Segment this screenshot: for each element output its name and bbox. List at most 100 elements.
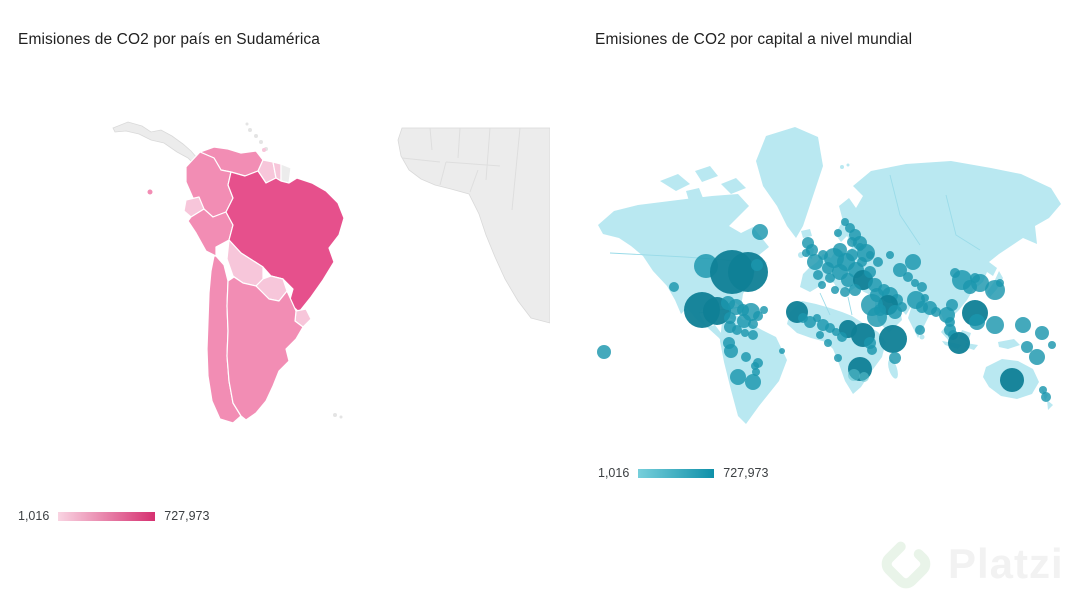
left-legend: 1,016 727,973 — [18, 509, 209, 523]
capital-bubble — [597, 345, 611, 359]
capital-bubble — [1015, 317, 1031, 333]
capital-bubble — [946, 299, 958, 311]
capital-bubble — [1048, 341, 1056, 349]
capital-bubble — [824, 339, 832, 347]
capital-bubble — [752, 368, 760, 376]
capital-bubble — [779, 348, 785, 354]
capital-bubble — [915, 325, 925, 335]
capital-bubble — [911, 279, 919, 287]
country-central-america — [112, 121, 202, 167]
capital-bubble — [840, 287, 850, 297]
choropleth-countries — [147, 146, 345, 424]
capital-bubble — [732, 325, 742, 335]
capital-bubble — [1039, 386, 1047, 394]
no-data-land — [112, 121, 550, 419]
left-legend-gradient-bar — [58, 511, 156, 521]
left-chart-title: Emisiones de CO2 por país en Sudamérica — [18, 31, 320, 48]
platzi-watermark: Platzi — [876, 532, 1066, 596]
right-legend-min-label: 1,016 — [598, 466, 630, 480]
land-north-america — [598, 194, 769, 354]
capital-bubble — [816, 331, 824, 339]
land-eurasia — [800, 161, 1061, 342]
capital-bubble — [867, 345, 877, 355]
capital-bubble — [834, 229, 842, 237]
right-legend: 1,016 727,973 — [598, 466, 768, 480]
capital-bubble — [857, 244, 875, 262]
capital-bubble — [745, 374, 761, 390]
capital-bubble — [724, 344, 738, 358]
capital-bubble — [945, 317, 955, 327]
left-legend-max-label: 727,973 — [164, 509, 210, 523]
country-africa-nodata — [397, 127, 550, 324]
bubble-layer — [597, 218, 1056, 402]
capital-bubble — [753, 311, 763, 321]
left-legend-min-label: 1,016 — [18, 509, 50, 523]
land-iceland — [801, 229, 812, 238]
capital-bubble — [969, 314, 985, 330]
land-madagascar — [888, 359, 898, 379]
capital-bubble — [813, 270, 823, 280]
capital-bubble — [751, 362, 759, 370]
capital-bubble — [921, 294, 929, 302]
land-new-zealand-south — [1047, 400, 1053, 410]
south-america-choropleth-map — [112, 121, 550, 424]
capital-bubble — [1041, 392, 1051, 402]
right-legend-gradient-bar — [638, 468, 715, 478]
capital-bubble — [867, 307, 887, 327]
capital-bubble — [970, 273, 980, 283]
capital-bubble — [751, 259, 763, 271]
land-svalbard — [840, 165, 844, 169]
capital-bubble — [834, 354, 842, 362]
platzi-logo-icon — [881, 539, 931, 589]
capital-bubble — [859, 372, 869, 382]
land-greenland — [756, 127, 823, 238]
capital-bubble — [905, 254, 921, 270]
country-argentina — [226, 276, 304, 421]
country-peru — [187, 208, 234, 257]
capital-bubble — [1029, 349, 1045, 365]
capital-bubble — [825, 273, 835, 283]
capital-bubble — [873, 257, 883, 267]
capital-bubble — [741, 329, 749, 337]
capital-bubble — [804, 316, 816, 328]
land-sri-lanka — [919, 334, 925, 340]
capital-bubble — [1000, 368, 1024, 392]
capital-bubble — [886, 251, 894, 259]
capital-bubble — [760, 306, 768, 314]
land-arctic-islands — [660, 166, 746, 201]
capital-bubble — [748, 319, 758, 329]
capital-bubble — [917, 282, 927, 292]
capital-bubble — [931, 307, 941, 317]
island-galapagos — [147, 189, 153, 195]
capital-bubble — [813, 314, 821, 322]
capital-bubble — [864, 266, 876, 278]
capital-bubble — [728, 252, 768, 292]
capital-bubble — [730, 369, 746, 385]
island-trinidad — [262, 148, 266, 152]
capital-bubble — [741, 352, 751, 362]
country-french-guiana — [280, 163, 292, 184]
capital-bubble — [737, 314, 751, 328]
platzi-watermark-text: Platzi — [948, 540, 1064, 587]
capital-bubble — [889, 352, 901, 364]
capital-bubble — [818, 281, 826, 289]
capital-bubble — [996, 279, 1004, 287]
capital-bubble — [849, 284, 861, 296]
capital-bubble — [669, 282, 679, 292]
capital-bubble — [748, 330, 758, 340]
capital-bubble — [986, 316, 1004, 334]
land-svalbard-2 — [846, 163, 850, 167]
world-bubble-map — [597, 127, 1061, 424]
capital-bubble — [837, 332, 847, 342]
capital-bubble — [950, 268, 960, 278]
capital-bubble — [1035, 326, 1049, 340]
capital-bubble — [948, 332, 970, 354]
capital-bubble — [1021, 341, 1033, 353]
capital-bubble — [903, 272, 913, 282]
capital-bubble — [831, 286, 839, 294]
capital-bubble — [848, 369, 860, 381]
right-legend-max-label: 727,973 — [723, 466, 769, 480]
capital-bubble — [724, 312, 736, 324]
capital-bubble — [802, 249, 810, 257]
antilles-islands — [245, 122, 268, 151]
